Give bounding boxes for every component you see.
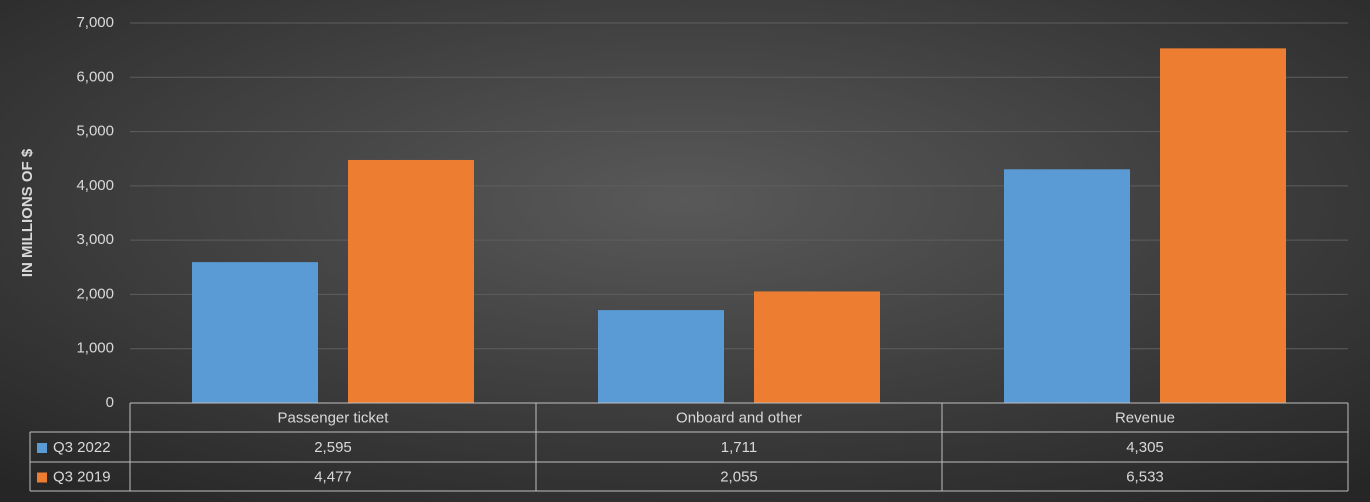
legend-key bbox=[37, 443, 47, 453]
legend-label: Q3 2022 bbox=[53, 439, 111, 456]
table-value: 4,305 bbox=[1126, 439, 1164, 456]
bar bbox=[1004, 169, 1130, 403]
table-value: 2,055 bbox=[720, 468, 758, 485]
table-value: 4,477 bbox=[314, 468, 352, 485]
y-tick-label: 4,000 bbox=[76, 177, 114, 194]
bar bbox=[754, 291, 880, 403]
y-axis-label: IN MILLIONS OF $ bbox=[19, 148, 36, 277]
y-tick-label: 1,000 bbox=[76, 340, 114, 357]
y-tick-label: 0 bbox=[106, 394, 114, 411]
legend-key bbox=[37, 472, 47, 483]
x-tick-label: Onboard and other bbox=[676, 409, 802, 426]
y-tick-label: 5,000 bbox=[76, 123, 114, 140]
bar bbox=[1160, 48, 1286, 403]
legend-label: Q3 2019 bbox=[53, 468, 111, 485]
x-tick-label: Revenue bbox=[1115, 409, 1175, 426]
x-tick-label: Passenger ticket bbox=[278, 409, 390, 426]
table-value: 1,711 bbox=[721, 439, 757, 456]
table-value: 2,595 bbox=[314, 439, 352, 456]
y-tick-label: 7,000 bbox=[76, 14, 114, 31]
bar bbox=[348, 159, 474, 403]
y-tick-label: 6,000 bbox=[76, 68, 114, 85]
table-value: 6,533 bbox=[1126, 468, 1164, 485]
y-tick-label: 2,000 bbox=[76, 285, 114, 302]
y-tick-label: 3,000 bbox=[76, 231, 114, 248]
bar bbox=[192, 262, 318, 403]
bar bbox=[598, 310, 724, 403]
